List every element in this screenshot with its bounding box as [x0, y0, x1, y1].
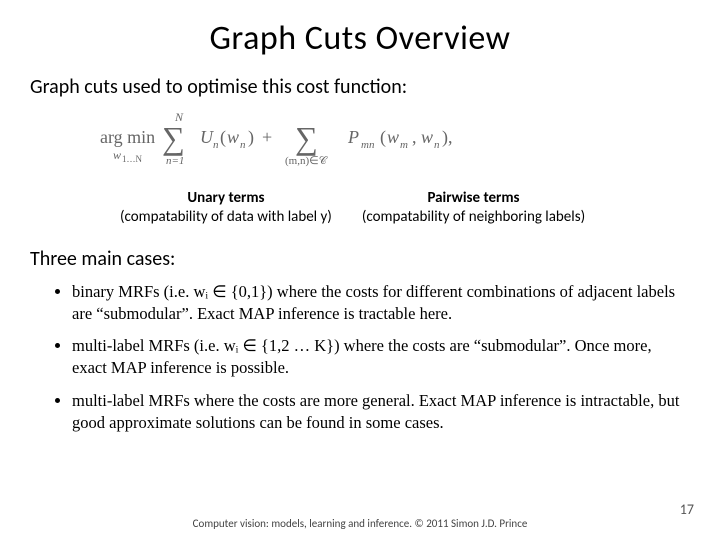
slide: Graph Cuts Overview Graph cuts used to o… — [0, 0, 720, 540]
unary-term-title: Unary terms — [120, 189, 332, 208]
pairwise-term-sub: (compatability of neighboring labels) — [362, 208, 585, 227]
eq-sum2-lower: (m,n)∈𝒞 — [285, 155, 328, 167]
eq-pairwise-p: P — [347, 127, 359, 147]
eq-unary-w: w — [227, 127, 239, 147]
eq-unary: U — [200, 127, 214, 147]
cases-list: binary MRFs (i.e. wᵢ ∈ {0,1}) where the … — [30, 281, 690, 435]
list-item: multi-label MRFs (i.e. wᵢ ∈ {1,2 … K}) w… — [72, 335, 690, 380]
eq-unary-wn: n — [240, 139, 246, 151]
terms-row: Unary terms (compatability of data with … — [30, 189, 690, 227]
eq-pairwise-mn: mn — [361, 139, 375, 151]
eq-unary-close: ) — [248, 127, 254, 148]
list-item: multi-label MRFs where the costs are mor… — [72, 390, 690, 435]
pairwise-term-title: Pairwise terms — [362, 189, 585, 208]
eq-pairwise-open: ( — [380, 127, 386, 148]
list-item: binary MRFs (i.e. wᵢ ∈ {0,1}) where the … — [72, 281, 690, 326]
pairwise-term-block: Pairwise terms (compatability of neighbo… — [362, 189, 585, 227]
footer-citation: Computer vision: models, learning and in… — [0, 517, 720, 530]
eq-sigma2: ∑ — [295, 120, 318, 156]
eq-sigma1: ∑ — [162, 120, 185, 156]
page-number: 17 — [680, 501, 694, 518]
intro-text: Graph cuts used to optimise this cost fu… — [30, 75, 690, 99]
eq-argmin-sub2: 1…N — [122, 154, 143, 164]
slide-title: Graph Cuts Overview — [30, 18, 690, 59]
eq-pairwise-wn: w — [421, 127, 433, 147]
eq-plus: + — [262, 127, 272, 147]
eq-argmin-sub: w — [113, 148, 121, 162]
eq-pairwise-close: ), — [442, 127, 453, 148]
eq-pairwise-wm: w — [387, 127, 399, 147]
eq-sum1-lower: n=1 — [166, 155, 184, 167]
eq-pairwise-n: n — [434, 139, 440, 151]
unary-term-sub: (compatability of data with label y) — [120, 208, 332, 227]
cost-function-equation: arg min w 1…N N ∑ n=1 U n ( w n ) + ∑ (m… — [30, 109, 690, 179]
eq-pairwise-comma: , — [412, 127, 417, 147]
cases-heading: Three main cases: — [30, 247, 690, 271]
eq-pairwise-m: m — [400, 139, 408, 151]
eq-unary-paren: ( — [220, 127, 226, 148]
eq-unary-n: n — [213, 139, 219, 151]
unary-term-block: Unary terms (compatability of data with … — [120, 189, 332, 227]
eq-argmin: arg min — [100, 127, 155, 147]
